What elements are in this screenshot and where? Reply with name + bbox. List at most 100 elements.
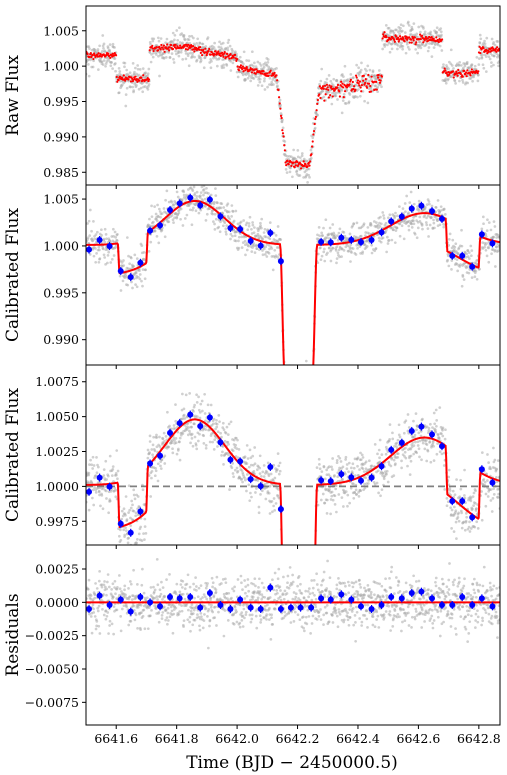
data-point xyxy=(116,477,119,481)
data-point xyxy=(230,466,234,470)
data-point xyxy=(234,209,238,213)
data-point xyxy=(154,469,158,473)
data-point xyxy=(172,61,176,64)
data-point xyxy=(226,41,230,45)
data-point xyxy=(218,40,221,44)
data-point xyxy=(297,687,300,690)
data-point xyxy=(276,84,279,88)
data-point xyxy=(199,402,203,406)
data-point xyxy=(439,27,443,30)
data-point xyxy=(151,39,155,43)
data-point xyxy=(157,241,161,245)
data-point xyxy=(202,434,206,438)
data-point xyxy=(125,86,129,90)
data-point xyxy=(135,84,138,87)
data-point xyxy=(168,424,171,428)
data-point xyxy=(163,454,167,458)
data-point xyxy=(184,52,188,55)
data-point xyxy=(342,75,345,78)
data-point xyxy=(213,41,216,45)
data-point xyxy=(436,433,440,437)
binned-raw-point xyxy=(116,80,119,83)
binned-raw-point xyxy=(185,43,188,46)
data-point xyxy=(310,668,313,671)
data-point xyxy=(467,271,471,275)
data-point xyxy=(341,73,344,76)
data-point xyxy=(359,68,363,72)
data-point xyxy=(217,45,221,49)
data-point xyxy=(358,468,361,471)
data-point xyxy=(245,221,249,225)
data-point xyxy=(282,651,285,654)
data-point xyxy=(403,31,407,34)
data-point xyxy=(245,248,249,252)
data-point xyxy=(150,476,153,480)
data-point xyxy=(206,36,210,39)
data-point xyxy=(312,651,315,654)
data-point xyxy=(323,484,327,488)
data-point xyxy=(107,250,110,254)
data-point xyxy=(432,46,436,49)
data-point xyxy=(373,443,377,446)
data-point xyxy=(133,552,136,555)
y-tick-label: 1.0025 xyxy=(35,444,79,459)
data-point xyxy=(215,418,218,422)
data-point xyxy=(119,538,123,542)
binned-raw-point xyxy=(452,76,455,79)
data-point xyxy=(294,386,297,389)
data-point xyxy=(423,30,427,34)
data-point xyxy=(379,494,382,498)
data-point xyxy=(455,478,458,481)
data-point xyxy=(452,530,456,533)
data-point xyxy=(475,507,478,510)
data-point xyxy=(406,20,410,24)
data-point xyxy=(460,526,464,530)
binned-raw-point xyxy=(99,53,102,56)
data-point xyxy=(188,429,191,433)
data-point xyxy=(163,223,167,227)
data-point xyxy=(291,678,294,681)
data-point xyxy=(162,57,166,60)
data-point xyxy=(492,41,496,44)
data-point xyxy=(185,425,188,429)
data-point xyxy=(137,87,141,91)
data-point xyxy=(416,205,419,208)
binned-raw-point xyxy=(219,54,222,57)
data-point xyxy=(402,24,405,28)
data-point xyxy=(287,708,290,711)
data-point xyxy=(211,440,214,444)
data-point xyxy=(327,90,331,94)
data-point xyxy=(174,211,178,215)
data-point xyxy=(286,381,289,384)
data-point xyxy=(466,249,470,252)
data-point xyxy=(352,222,356,226)
data-point xyxy=(121,550,124,553)
data-point xyxy=(224,230,228,234)
data-point xyxy=(227,422,231,426)
data-point xyxy=(182,190,186,194)
data-point xyxy=(287,376,290,379)
data-point xyxy=(287,678,290,681)
data-point xyxy=(480,56,484,60)
data-point xyxy=(172,221,175,224)
data-point xyxy=(115,449,119,452)
data-point xyxy=(469,244,473,248)
data-point xyxy=(406,40,409,44)
data-point xyxy=(98,493,101,497)
data-point xyxy=(485,254,489,258)
data-point xyxy=(308,388,311,391)
data-point xyxy=(87,74,91,78)
data-point xyxy=(261,237,265,241)
data-point xyxy=(130,280,133,284)
data-point xyxy=(167,445,171,449)
data-point xyxy=(292,697,295,700)
binned-point xyxy=(86,246,93,253)
data-point xyxy=(302,366,305,369)
data-point xyxy=(449,48,453,52)
data-point xyxy=(288,677,291,680)
data-point xyxy=(240,469,244,472)
data-point xyxy=(216,445,219,448)
data-point xyxy=(489,499,493,502)
data-point xyxy=(97,260,101,264)
panel-1-plot-area xyxy=(86,20,500,184)
